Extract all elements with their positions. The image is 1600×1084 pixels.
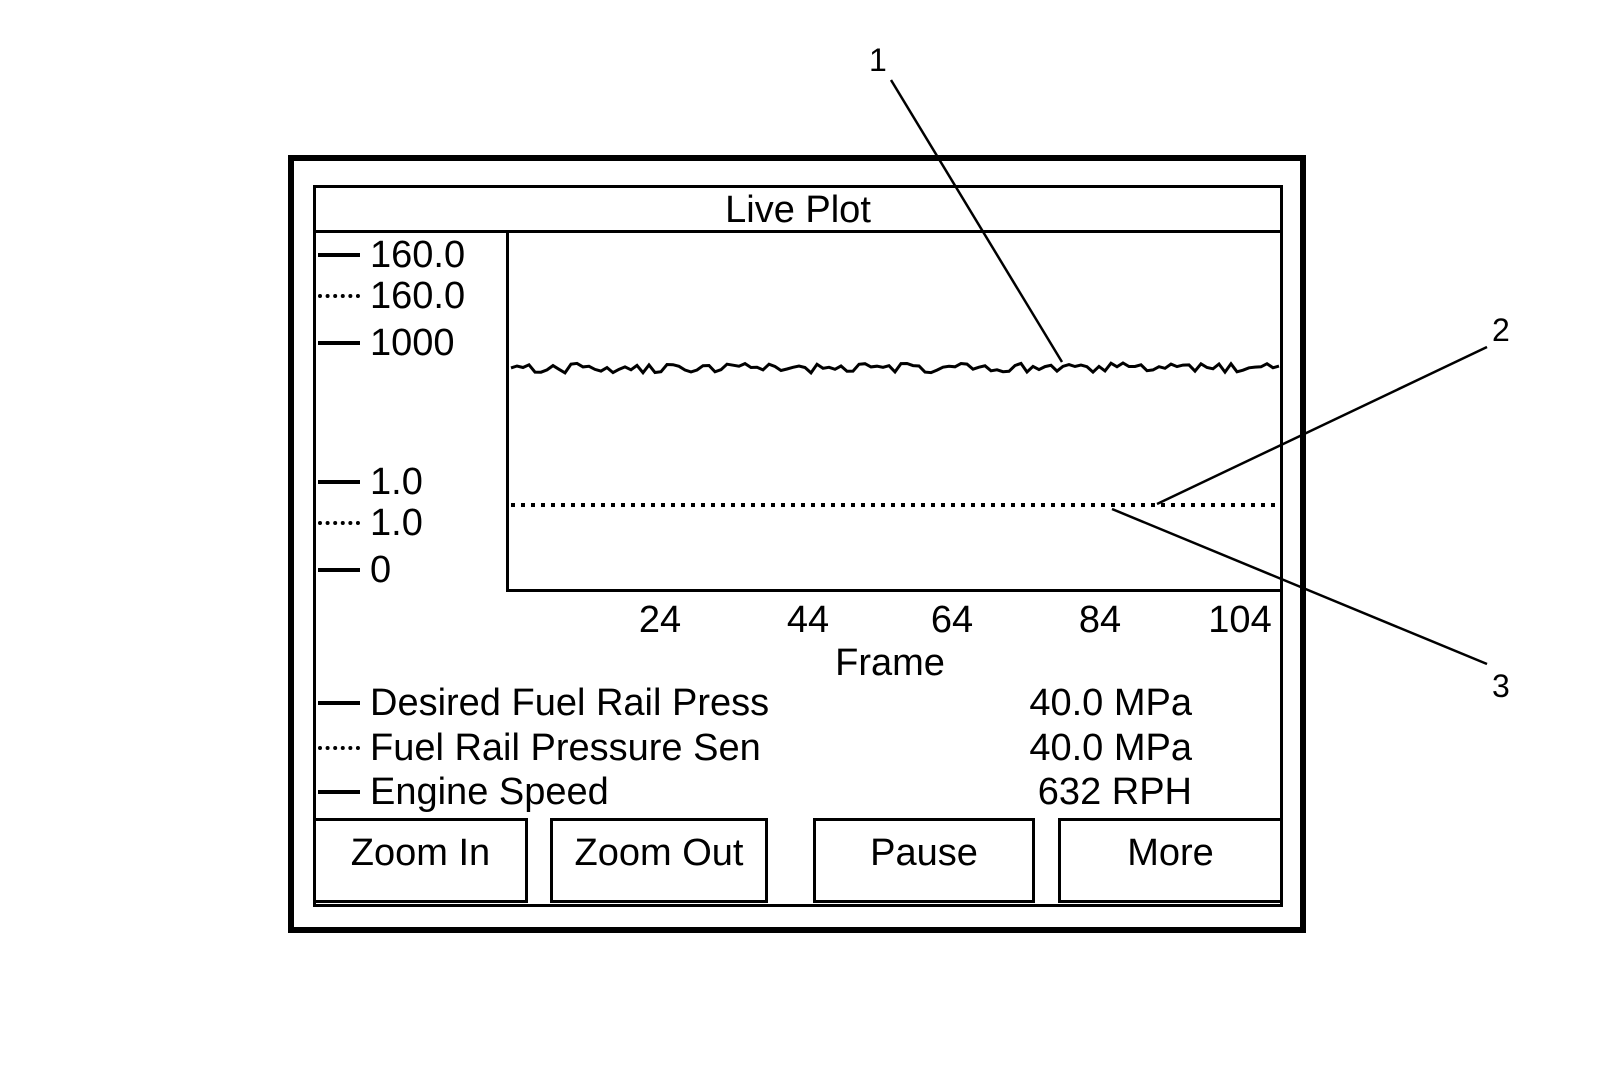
plot-area: [510, 361, 1280, 507]
y-tick-solid-icon: [318, 568, 360, 572]
y-axis-label: 1000: [370, 322, 455, 364]
more-button[interactable]: More: [1058, 818, 1283, 903]
plot-y-axis: [506, 232, 509, 592]
title-divider: [313, 230, 1283, 233]
callout-label-2: 2: [1492, 312, 1510, 348]
page-title: Live Plot: [725, 189, 871, 231]
legend-value: 40.0 MPa: [1029, 682, 1192, 724]
callout-label-1: 1: [869, 42, 887, 78]
y-axis-label: 160.0: [370, 234, 466, 276]
x-tick-label: 44: [786, 599, 830, 641]
zoom-out-label: Zoom Out: [574, 832, 744, 874]
pause-label: Pause: [870, 832, 978, 874]
y-tick-solid-icon: [318, 253, 360, 257]
x-tick-label: 84: [1078, 599, 1122, 641]
legend-solid-line-icon: [318, 790, 360, 794]
legend-name: Desired Fuel Rail Press: [370, 682, 770, 724]
x-tick-label: 104: [1208, 599, 1272, 641]
y-axis-label: 1.0: [370, 502, 423, 544]
callout-label-3: 3: [1492, 668, 1510, 704]
more-label: More: [1127, 832, 1214, 874]
x-tick-label: 64: [930, 599, 974, 641]
legend-solid-line-icon: [318, 701, 360, 705]
pause-button[interactable]: Pause: [813, 818, 1035, 903]
legend-dotted-line-icon: [318, 746, 360, 750]
legend-value: 40.0 MPa: [1029, 727, 1192, 769]
y-tick-solid-icon: [318, 480, 360, 484]
y-tick-dotted-icon: [318, 294, 360, 298]
legend-name: Fuel Rail Pressure Sen: [370, 727, 761, 769]
y-tick-solid-icon: [318, 341, 360, 345]
y-tick-dotted-icon: [318, 521, 360, 525]
y-axis-label: 0: [370, 549, 392, 591]
zoom-in-label: Zoom In: [350, 832, 491, 874]
zoom-out-button[interactable]: Zoom Out: [550, 818, 768, 903]
y-axis-label: 1.0: [370, 461, 423, 503]
x-axis-title: Frame: [835, 642, 945, 684]
y-axis-label: 160.0: [370, 275, 466, 317]
plot-x-axis: [506, 589, 1283, 592]
engine-speed-trace: [510, 361, 1280, 376]
legend-name: Engine Speed: [370, 771, 609, 813]
zoom-in-button[interactable]: Zoom In: [313, 818, 528, 903]
legend-value: 632 RPH: [1037, 771, 1192, 813]
x-tick-label: 24: [638, 599, 682, 641]
